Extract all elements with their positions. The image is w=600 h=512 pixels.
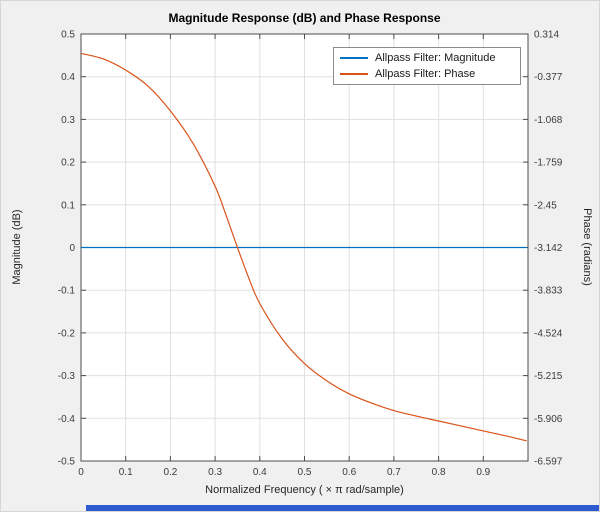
legend-item-phase[interactable]: Allpass Filter: Phase <box>340 66 514 82</box>
svg-text:0: 0 <box>78 467 84 478</box>
svg-text:0.8: 0.8 <box>432 467 446 478</box>
svg-text:0.5: 0.5 <box>298 467 312 478</box>
svg-text:-3.833: -3.833 <box>534 286 563 297</box>
legend-label-magnitude: Allpass Filter: Magnitude <box>375 51 496 64</box>
svg-text:0.7: 0.7 <box>387 467 401 478</box>
y-axis-label-left: Magnitude (dB) <box>11 209 23 285</box>
svg-text:-0.4: -0.4 <box>58 414 76 425</box>
chart-title: Magnitude Response (dB) and Phase Respon… <box>168 11 441 25</box>
svg-text:-3.142: -3.142 <box>534 243 563 254</box>
svg-text:0.6: 0.6 <box>342 467 356 478</box>
svg-text:0.1: 0.1 <box>61 200 75 211</box>
svg-text:-6.597: -6.597 <box>534 457 563 468</box>
svg-text:-5.215: -5.215 <box>534 371 563 382</box>
svg-text:0.1: 0.1 <box>119 467 133 478</box>
svg-text:-1.759: -1.759 <box>534 158 563 169</box>
svg-text:0.2: 0.2 <box>61 158 75 169</box>
svg-text:-0.377: -0.377 <box>534 72 563 83</box>
svg-text:-2.45: -2.45 <box>534 200 557 211</box>
y-axis-label-right: Phase (radians) <box>581 208 593 286</box>
svg-text:0.4: 0.4 <box>61 72 75 83</box>
svg-text:0.4: 0.4 <box>253 467 267 478</box>
svg-text:0.314: 0.314 <box>534 30 559 41</box>
svg-text:-0.2: -0.2 <box>58 328 76 339</box>
svg-text:-4.524: -4.524 <box>534 328 563 339</box>
x-axis-label: Normalized Frequency ( × π rad/sample) <box>205 484 404 496</box>
legend-line-magnitude-swatch <box>340 57 368 59</box>
svg-text:-1.068: -1.068 <box>534 115 563 126</box>
svg-text:-0.5: -0.5 <box>58 457 76 468</box>
svg-text:0.9: 0.9 <box>476 467 490 478</box>
svg-text:0: 0 <box>69 243 75 254</box>
svg-text:-5.906: -5.906 <box>534 414 563 425</box>
svg-text:-0.3: -0.3 <box>58 371 76 382</box>
svg-text:-0.1: -0.1 <box>58 286 76 297</box>
svg-text:0.3: 0.3 <box>208 467 222 478</box>
svg-text:0.2: 0.2 <box>163 467 177 478</box>
legend-item-magnitude[interactable]: Allpass Filter: Magnitude <box>340 50 514 66</box>
svg-text:0.3: 0.3 <box>61 115 75 126</box>
legend-label-phase: Allpass Filter: Phase <box>375 67 476 80</box>
background-window-edge <box>86 505 599 511</box>
legend-line-phase-swatch <box>340 73 368 75</box>
svg-text:0.5: 0.5 <box>61 30 75 41</box>
legend: Allpass Filter: Magnitude Allpass Filter… <box>333 47 521 85</box>
